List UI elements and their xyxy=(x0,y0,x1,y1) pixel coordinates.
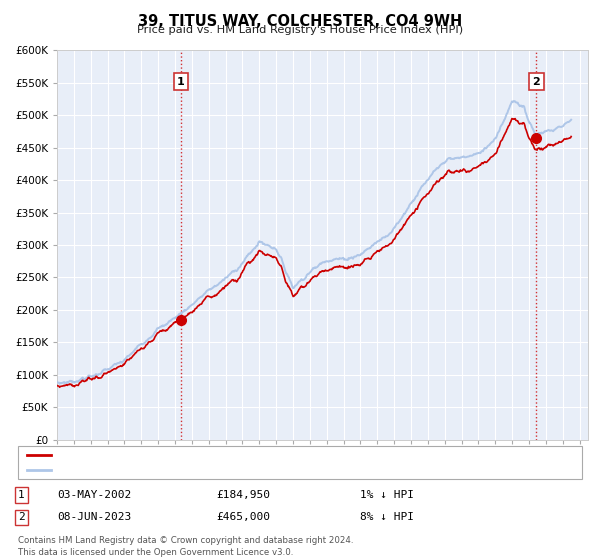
Text: Price paid vs. HM Land Registry's House Price Index (HPI): Price paid vs. HM Land Registry's House … xyxy=(137,25,463,35)
Text: 39, TITUS WAY, COLCHESTER, CO4 9WH (detached house): 39, TITUS WAY, COLCHESTER, CO4 9WH (deta… xyxy=(54,450,357,460)
Text: £465,000: £465,000 xyxy=(216,512,270,522)
Text: 1: 1 xyxy=(177,77,185,87)
Text: 1% ↓ HPI: 1% ↓ HPI xyxy=(360,490,414,500)
Text: 39, TITUS WAY, COLCHESTER, CO4 9WH: 39, TITUS WAY, COLCHESTER, CO4 9WH xyxy=(138,14,462,29)
Text: Contains HM Land Registry data © Crown copyright and database right 2024.: Contains HM Land Registry data © Crown c… xyxy=(18,536,353,545)
Text: 2: 2 xyxy=(18,512,25,522)
Text: £184,950: £184,950 xyxy=(216,490,270,500)
Text: This data is licensed under the Open Government Licence v3.0.: This data is licensed under the Open Gov… xyxy=(18,548,293,557)
Text: 8% ↓ HPI: 8% ↓ HPI xyxy=(360,512,414,522)
Text: 03-MAY-2002: 03-MAY-2002 xyxy=(57,490,131,500)
Text: HPI: Average price, detached house, Colchester: HPI: Average price, detached house, Colc… xyxy=(54,465,303,475)
Text: 1: 1 xyxy=(18,490,25,500)
Text: 08-JUN-2023: 08-JUN-2023 xyxy=(57,512,131,522)
Text: 2: 2 xyxy=(533,77,540,87)
